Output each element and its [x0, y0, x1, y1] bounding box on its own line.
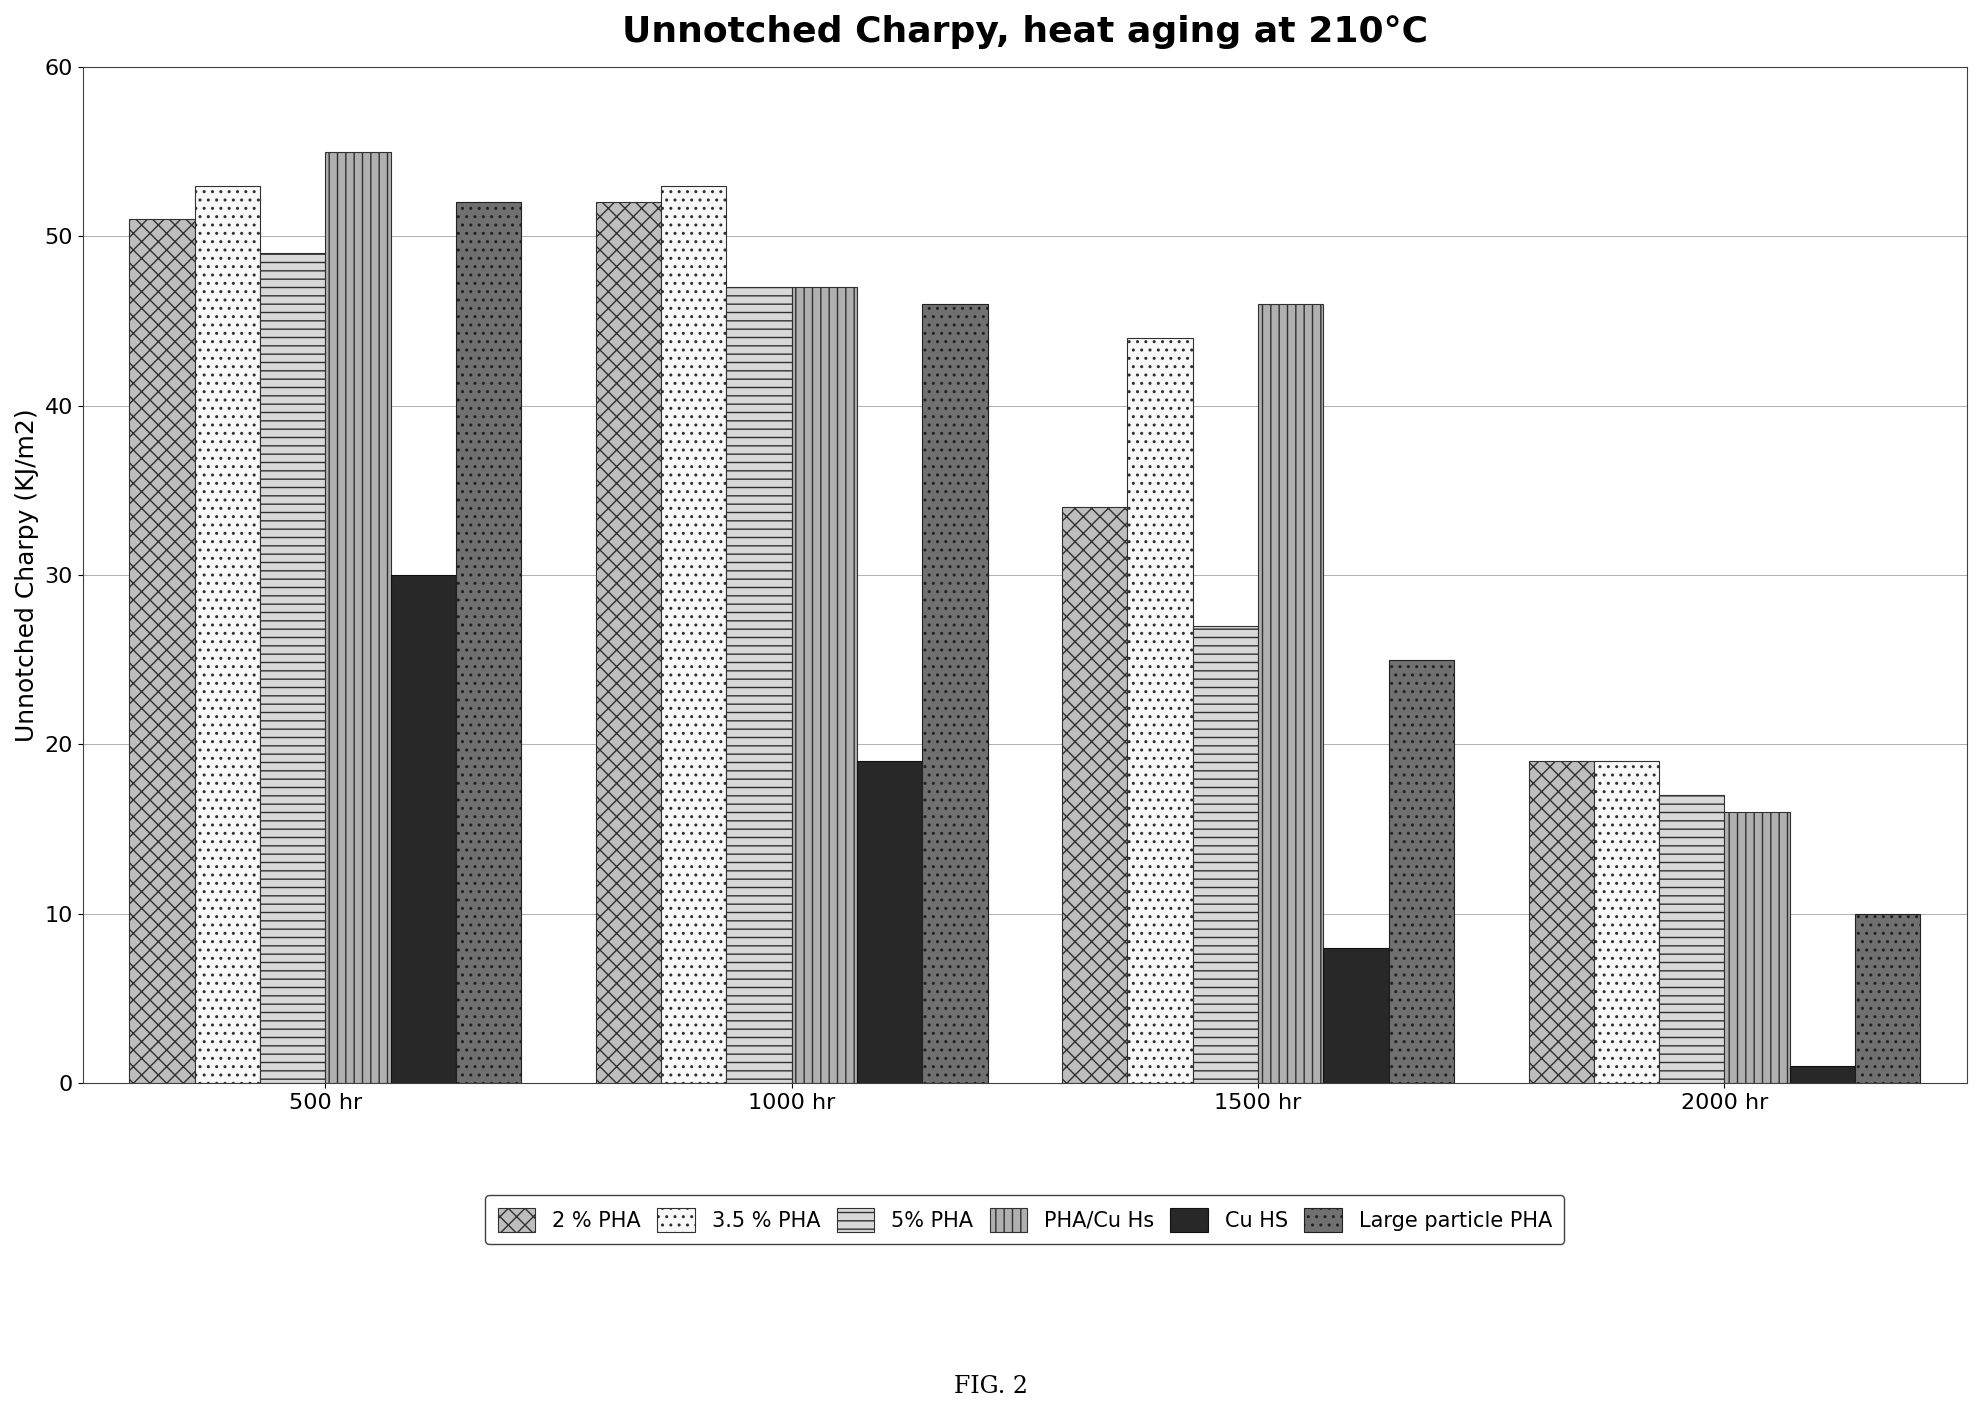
Bar: [1724, 812, 1790, 1084]
Legend: 2 % PHA, 3.5 % PHA, 5% PHA, PHA/Cu Hs, Cu HS, Large particle PHA: 2 % PHA, 3.5 % PHA, 5% PHA, PHA/Cu Hs, C…: [486, 1195, 1564, 1245]
Bar: [325, 152, 390, 1084]
Bar: [662, 185, 725, 1084]
Bar: [390, 575, 456, 1084]
Text: FIG. 2: FIG. 2: [953, 1374, 1029, 1398]
Bar: [922, 305, 987, 1084]
Bar: [1193, 627, 1259, 1084]
Bar: [791, 288, 856, 1084]
Bar: [129, 219, 194, 1084]
Bar: [725, 288, 791, 1084]
Bar: [260, 253, 325, 1084]
Bar: [1259, 305, 1324, 1084]
Bar: [1594, 762, 1659, 1084]
Bar: [1790, 1067, 1855, 1084]
Bar: [597, 202, 662, 1084]
Bar: [1389, 659, 1455, 1084]
Title: Unnotched Charpy, heat aging at 210°C: Unnotched Charpy, heat aging at 210°C: [622, 16, 1427, 48]
Bar: [456, 202, 521, 1084]
Bar: [194, 185, 260, 1084]
Bar: [1659, 795, 1724, 1084]
Bar: [1855, 914, 1921, 1084]
Bar: [1128, 337, 1193, 1084]
Bar: [1062, 507, 1128, 1084]
Bar: [1324, 948, 1389, 1084]
Y-axis label: Unnotched Charpy (KJ/m2): Unnotched Charpy (KJ/m2): [16, 409, 40, 742]
Bar: [856, 762, 922, 1084]
Bar: [1528, 762, 1594, 1084]
